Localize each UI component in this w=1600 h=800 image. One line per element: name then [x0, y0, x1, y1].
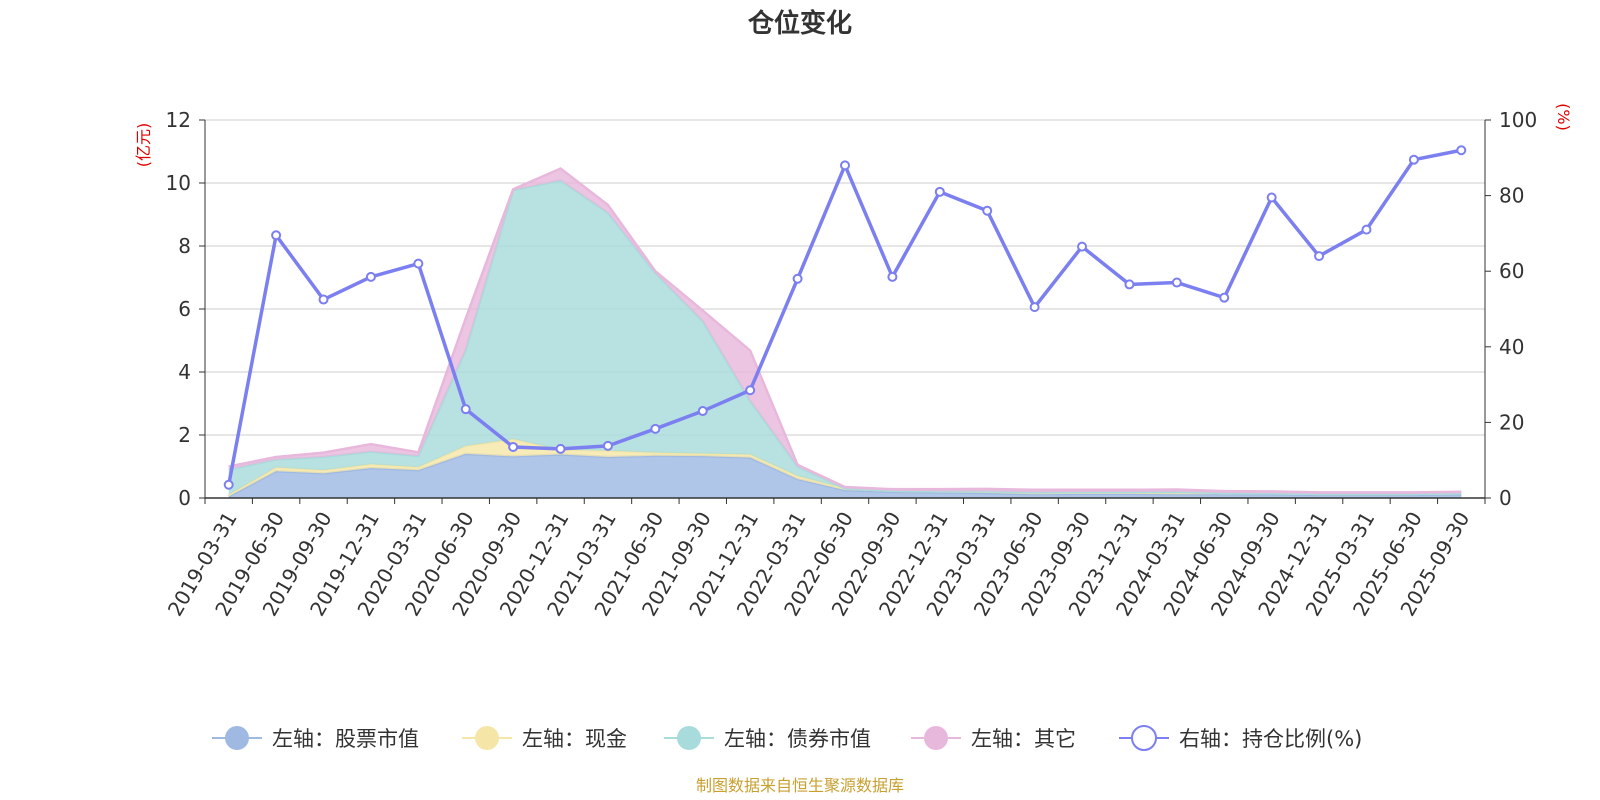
- area-series-4: [228, 168, 1462, 494]
- holding-ratio-point: [1408, 154, 1419, 165]
- legend-label: 右轴：持仓比例(%): [1179, 727, 1362, 751]
- legend-item: 左轴：其它: [911, 726, 1076, 751]
- area-series-line-3: [228, 179, 1462, 496]
- legend-label: 左轴：债券市值: [724, 727, 871, 751]
- grid-lines: [205, 119, 1485, 499]
- chart-title: 仓位变化: [747, 8, 852, 39]
- legend-item: 右轴：持仓比例(%): [1119, 725, 1362, 751]
- holding-ratio-point: [887, 271, 898, 282]
- legend-label: 左轴：现金: [522, 727, 627, 751]
- area-series-line-4: [228, 167, 1462, 494]
- holding-ratio-point: [840, 160, 850, 171]
- holding-ratio-point: [1219, 292, 1230, 303]
- holding-ratio-point: [271, 230, 282, 241]
- legend-label: 左轴：其它: [971, 727, 1076, 751]
- left-tick-label: 10: [166, 171, 191, 195]
- holding-ratio-point: [1266, 192, 1277, 203]
- right-tick-label: 60: [1499, 259, 1524, 283]
- data-source: 制图数据来自恒生聚源数据库: [696, 776, 904, 795]
- right-tick-label: 80: [1499, 184, 1524, 208]
- area-series-1: [228, 453, 1462, 498]
- right-tick-label: 100: [1499, 108, 1537, 132]
- left-tick-label: 6: [178, 297, 191, 321]
- right-tick-label: 40: [1499, 335, 1524, 359]
- holding-ratio-point: [460, 404, 471, 415]
- holding-ratio-point: [650, 423, 661, 434]
- holding-ratio-point: [555, 443, 566, 454]
- legend-item: 左轴：股票市值: [212, 726, 419, 751]
- legend: 左轴：股票市值 左轴：现金 左轴：债券市值 左轴：其它 右轴：持仓比例(%): [212, 725, 1362, 751]
- left-tick-label: 4: [178, 360, 191, 384]
- left-tick-label: 8: [178, 234, 191, 258]
- holding-ratio-point: [792, 273, 803, 284]
- holding-ratio-series: [223, 145, 1467, 490]
- axes: 0246810120204060801002019-03-312019-06-3…: [163, 108, 1537, 620]
- holding-ratio-point: [982, 205, 993, 216]
- right-axis-unit: (%): [1554, 103, 1573, 131]
- holding-ratio-point: [413, 258, 424, 269]
- left-tick-label: 2: [178, 423, 191, 447]
- holding-ratio-point: [508, 441, 519, 452]
- legend-item: 左轴：债券市值: [664, 726, 871, 751]
- legend-swatch-marker: [475, 726, 499, 750]
- holding-ratio-point: [1361, 224, 1372, 235]
- legend-swatch-marker: [1131, 725, 1157, 751]
- holding-ratio-point: [365, 271, 376, 282]
- holding-ratio-point: [1314, 251, 1325, 262]
- left-tick-label: 12: [166, 108, 191, 132]
- left-tick-label: 0: [178, 486, 191, 510]
- holding-ratio-point: [1029, 302, 1040, 313]
- right-tick-label: 20: [1499, 410, 1524, 434]
- holding-ratio-point: [223, 479, 234, 490]
- area-series-2: [228, 439, 1462, 497]
- legend-swatch-marker: [225, 726, 249, 750]
- holding-ratio-point: [745, 385, 756, 396]
- holding-ratio-point: [934, 186, 945, 197]
- holding-ratio-point: [1077, 241, 1088, 252]
- holding-ratio-point: [318, 294, 329, 305]
- holding-ratio-point: [697, 406, 708, 417]
- holding-ratio-point: [1124, 279, 1135, 290]
- right-tick-label: 0: [1499, 486, 1512, 510]
- left-axis-unit: (亿元): [134, 123, 153, 168]
- legend-label: 左轴：股票市值: [272, 727, 419, 751]
- legend-swatch-marker: [677, 726, 701, 750]
- holding-ratio-point: [1456, 145, 1467, 156]
- holding-ratio-point: [1171, 277, 1182, 288]
- legend-item: 左轴：现金: [462, 726, 627, 751]
- holding-ratio-point: [602, 440, 613, 451]
- legend-swatch-marker: [924, 726, 948, 750]
- stacked-areas: [228, 167, 1462, 498]
- area-series-3: [228, 180, 1462, 495]
